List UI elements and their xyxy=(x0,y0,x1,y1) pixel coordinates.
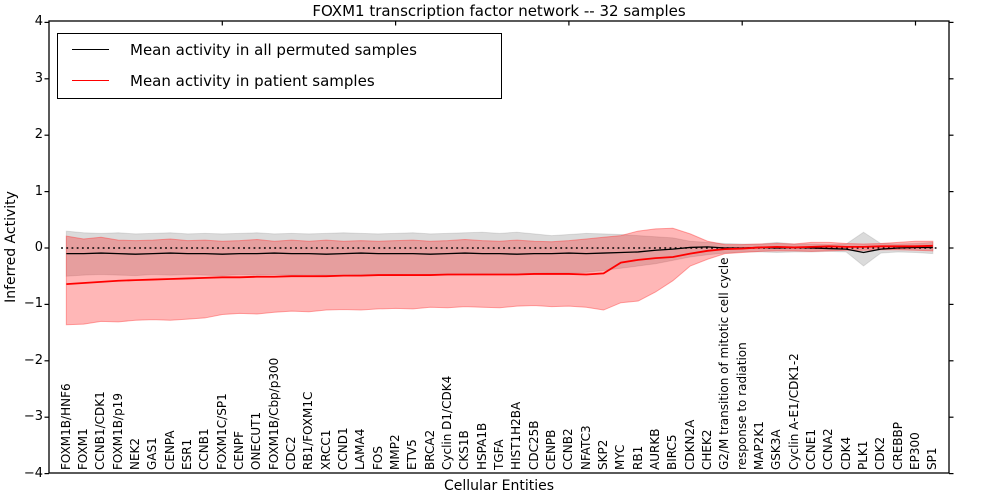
x-tick-label: CDKN2A xyxy=(682,419,697,470)
x-tick-label: CCNB2 xyxy=(561,428,576,470)
x-tick-label: Cyclin D1/CDK4 xyxy=(440,375,455,470)
x-tick-label: BRCA2 xyxy=(422,429,437,470)
x-tick-label: RB1/FOXM1C xyxy=(301,391,316,470)
x-tick-label: response to radiation xyxy=(734,342,749,470)
chart-title: FOXM1 transcription factor network -- 32… xyxy=(312,2,686,20)
x-tick-label: EP300 xyxy=(908,432,922,470)
x-tick-label: HSPA1B xyxy=(474,422,489,470)
x-tick-label: RB1 xyxy=(630,445,645,470)
x-tick-label: NFATC3 xyxy=(578,425,593,470)
y-tick-label: 4 xyxy=(34,14,43,30)
x-tick-label: SP1 xyxy=(925,447,940,471)
axes-frame xyxy=(48,20,950,474)
x-tick-label: CENPA xyxy=(162,430,177,470)
x-tick-label: HIST1H2BA xyxy=(509,401,524,470)
y-tick-label: 2 xyxy=(34,127,43,143)
patient-mean-line xyxy=(66,244,933,285)
x-tick-label: PLK1 xyxy=(856,440,870,470)
x-tick-label: BIRC5 xyxy=(665,434,680,470)
legend-label-patient: Mean activity in patient samples xyxy=(130,71,375,90)
x-tick-label: FOXM1C/SP1 xyxy=(214,393,229,470)
x-tick-label: ESR1 xyxy=(180,438,195,470)
y-tick-label: 3 xyxy=(34,70,43,86)
x-tick-label: ETV5 xyxy=(405,439,420,470)
legend-line-black xyxy=(72,49,109,50)
y-tick-label: −2 xyxy=(23,352,43,368)
x-tick-label: AURKB xyxy=(648,428,663,470)
y-tick-label: −3 xyxy=(23,409,43,425)
x-tick-label: FOXM1B/p19 xyxy=(110,393,125,470)
x-tick-label: CCND1 xyxy=(336,427,351,470)
x-tick-label: CREBBP xyxy=(890,422,905,470)
x-tick-label: XRCC1 xyxy=(318,429,333,470)
x-tick-label: CDK4 xyxy=(838,436,853,470)
x-tick-label: CENPF xyxy=(232,430,247,470)
x-tick-label: MAP2K1 xyxy=(752,421,767,470)
x-tick-label: FOXM1 xyxy=(76,428,91,470)
x-axis-label: Cellular Entities xyxy=(443,478,555,494)
x-tick-label: FOS xyxy=(370,446,385,470)
x-tick-label: CDC25B xyxy=(526,420,541,471)
x-tick-label: CDC2 xyxy=(284,436,299,470)
x-tick-label: CCNE1 xyxy=(804,429,819,470)
x-tick-label: FOXM1B/Cbp/p300 xyxy=(266,357,281,470)
y-tick-label: 1 xyxy=(34,183,43,199)
legend: Mean activity in all permuted samples Me… xyxy=(57,33,502,99)
x-tick-label: CDK2 xyxy=(873,436,888,470)
x-tick-label: TGFA xyxy=(492,439,507,470)
legend-item-permuted: Mean activity in all permuted samples xyxy=(58,34,501,65)
x-tick-label: MYC xyxy=(613,444,628,470)
patient-band xyxy=(65,227,934,326)
x-tick-label: GSK3A xyxy=(769,429,784,470)
x-tick-label: MMP2 xyxy=(388,434,403,470)
x-tick-label: FOXM1B/HNF6 xyxy=(58,383,73,470)
x-tick-label: CHEK2 xyxy=(700,429,715,471)
x-tick-label: LAMA4 xyxy=(353,428,368,470)
x-tick-label: CCNA2 xyxy=(821,428,836,470)
x-tick-label: CCNB1 xyxy=(197,428,212,470)
x-tick-label: ONECUT1 xyxy=(249,411,264,470)
x-tick-label: G2/M transition of mitotic cell cycle xyxy=(717,257,732,470)
x-tick-label: CENPB xyxy=(544,429,559,470)
y-tick-label: 0 xyxy=(34,240,43,255)
legend-line-red xyxy=(72,80,109,81)
y-tick-label: −1 xyxy=(23,296,43,312)
x-tick-label: NEK2 xyxy=(128,437,143,470)
x-tick-label: CKS1B xyxy=(457,430,472,470)
legend-item-patient: Mean activity in patient samples xyxy=(58,65,501,96)
x-tick-label: Cyclin A-E1/CDK1-2 xyxy=(786,353,801,470)
x-tick-label: SKP2 xyxy=(596,439,611,470)
y-tick-label: −4 xyxy=(23,465,43,481)
x-tick-label: GAS1 xyxy=(145,437,160,470)
legend-label-permuted: Mean activity in all permuted samples xyxy=(130,40,417,59)
x-tick-label: CCNB1/CDK1 xyxy=(93,391,108,470)
